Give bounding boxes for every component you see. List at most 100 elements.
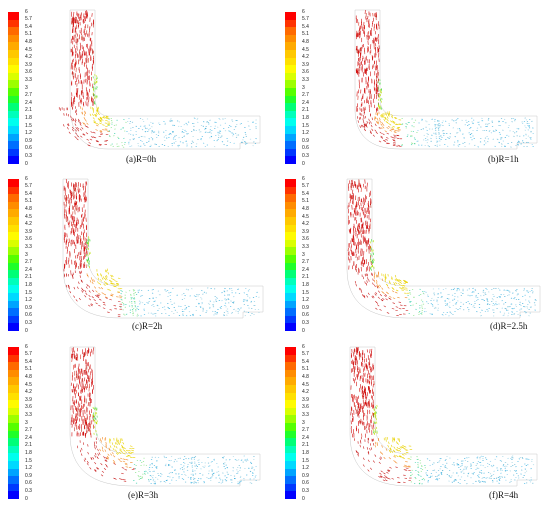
velocity-vector xyxy=(110,280,113,283)
velocity-vector xyxy=(90,304,93,307)
colorbar-tick-label: 1.5 xyxy=(302,122,309,129)
channel-outline xyxy=(349,346,538,487)
velocity-vector xyxy=(95,290,98,293)
colorbar-tick-label: 6 xyxy=(25,8,28,15)
colorbar-segment xyxy=(285,262,296,271)
velocity-vector xyxy=(113,477,116,480)
colorbar-segment xyxy=(8,156,19,165)
velocity-vector xyxy=(97,118,101,121)
velocity-vector xyxy=(384,117,387,120)
velocity-vector xyxy=(387,142,390,144)
colorbar-segment xyxy=(8,377,19,386)
velocity-vector xyxy=(121,444,124,448)
velocity-vector xyxy=(383,476,386,479)
velocity-vector xyxy=(104,463,108,467)
velocity-vector xyxy=(393,446,396,449)
velocity-vector xyxy=(385,117,387,120)
colorbar-tick-label: 3.3 xyxy=(25,411,32,418)
velocity-vector xyxy=(104,449,107,452)
colorbar-tick-label: 2.7 xyxy=(25,427,32,434)
velocity-vector xyxy=(393,131,397,133)
velocity-vector xyxy=(78,118,80,122)
flow-field-f xyxy=(349,346,538,487)
velocity-vector xyxy=(72,117,74,121)
velocity-vector xyxy=(111,442,114,445)
velocity-vector xyxy=(398,439,401,443)
velocity-vector xyxy=(74,136,77,139)
velocity-vector xyxy=(395,291,398,294)
velocity-vector xyxy=(379,117,381,121)
velocity-vector xyxy=(357,452,359,455)
colorbar-segment xyxy=(285,80,296,89)
colorbar-tick-label: 5.1 xyxy=(25,31,32,38)
velocity-vector xyxy=(102,115,106,118)
colorbar-segment xyxy=(8,50,19,58)
velocity-vector xyxy=(109,445,112,448)
colorbar-segment xyxy=(285,461,296,469)
panel-d: (d)R=2.5h 6 5.7 5.4 5.1 4.8 4.5 4.2 3.9 3.6 3.3 3 2… xyxy=(285,171,545,336)
colorbar-tick-label: 6 xyxy=(302,343,305,350)
velocity-vector xyxy=(105,457,108,460)
velocity-vector xyxy=(393,454,397,457)
velocity-vector xyxy=(106,457,110,460)
colorbar-segment xyxy=(285,141,296,150)
caption-a: (a)R=0h xyxy=(126,154,157,164)
velocity-vector xyxy=(86,125,89,129)
velocity-vector xyxy=(392,139,395,141)
velocity-vector xyxy=(377,296,380,299)
velocity-vector xyxy=(394,461,398,464)
velocity-vector xyxy=(98,292,101,295)
colorbar-segment xyxy=(285,476,296,485)
velocity-vector xyxy=(85,286,88,289)
colorbar-segment xyxy=(8,239,19,248)
velocity-vector xyxy=(105,465,109,468)
velocity-vector xyxy=(365,122,368,126)
colorbar-tick-label: 3 xyxy=(302,419,305,426)
colorbar-a xyxy=(8,12,19,165)
colorbar-tick-label: 4.8 xyxy=(302,373,309,380)
colorbar-tick-label: 3.3 xyxy=(25,76,32,83)
velocity-vector xyxy=(354,280,356,284)
colorbar-segment xyxy=(285,27,296,36)
velocity-vector xyxy=(374,300,378,303)
velocity-vector xyxy=(389,295,392,298)
velocity-vector xyxy=(394,116,398,119)
velocity-vector xyxy=(100,273,102,276)
velocity-vector xyxy=(84,457,87,461)
colorbar-tick-label: 0.3 xyxy=(25,319,32,326)
velocity-vector xyxy=(392,137,396,139)
velocity-vector xyxy=(376,285,379,288)
velocity-vector xyxy=(101,277,104,280)
velocity-vector xyxy=(99,131,103,133)
colorbar-segment xyxy=(8,369,19,378)
velocity-vector xyxy=(81,290,84,293)
velocity-vector xyxy=(369,131,372,135)
colorbar-segment xyxy=(8,95,19,104)
velocity-vector xyxy=(379,284,381,288)
velocity-vector xyxy=(75,127,78,130)
velocity-vector xyxy=(105,459,108,462)
velocity-vector xyxy=(399,446,402,449)
velocity-vector xyxy=(386,118,389,122)
velocity-vector xyxy=(81,447,83,451)
velocity-vector xyxy=(88,285,91,288)
velocity-vector xyxy=(127,451,131,454)
colorbar-tick-label: 1.2 xyxy=(25,297,32,304)
colorbar-tick-label: 2.4 xyxy=(25,266,32,273)
colorbar-tick-label: 4.2 xyxy=(302,389,309,396)
colorbar-tick-label: 2.7 xyxy=(302,92,309,99)
colorbar-tick-label: 4.2 xyxy=(25,389,32,396)
colorbar-segment xyxy=(8,285,19,294)
velocity-vector xyxy=(75,299,78,302)
velocity-vector xyxy=(387,286,390,289)
velocity-vector xyxy=(374,293,377,296)
colorbar-segment xyxy=(285,72,296,81)
velocity-vector xyxy=(374,129,377,132)
velocity-vector xyxy=(380,299,383,302)
colorbar-tick-label: 6 xyxy=(25,343,28,350)
velocity-vector xyxy=(382,298,385,301)
velocity-vector xyxy=(95,294,98,297)
colorbar-segment xyxy=(8,293,19,301)
colorbar-tick-label: 3.6 xyxy=(25,404,32,411)
colorbar-segment xyxy=(8,277,19,286)
